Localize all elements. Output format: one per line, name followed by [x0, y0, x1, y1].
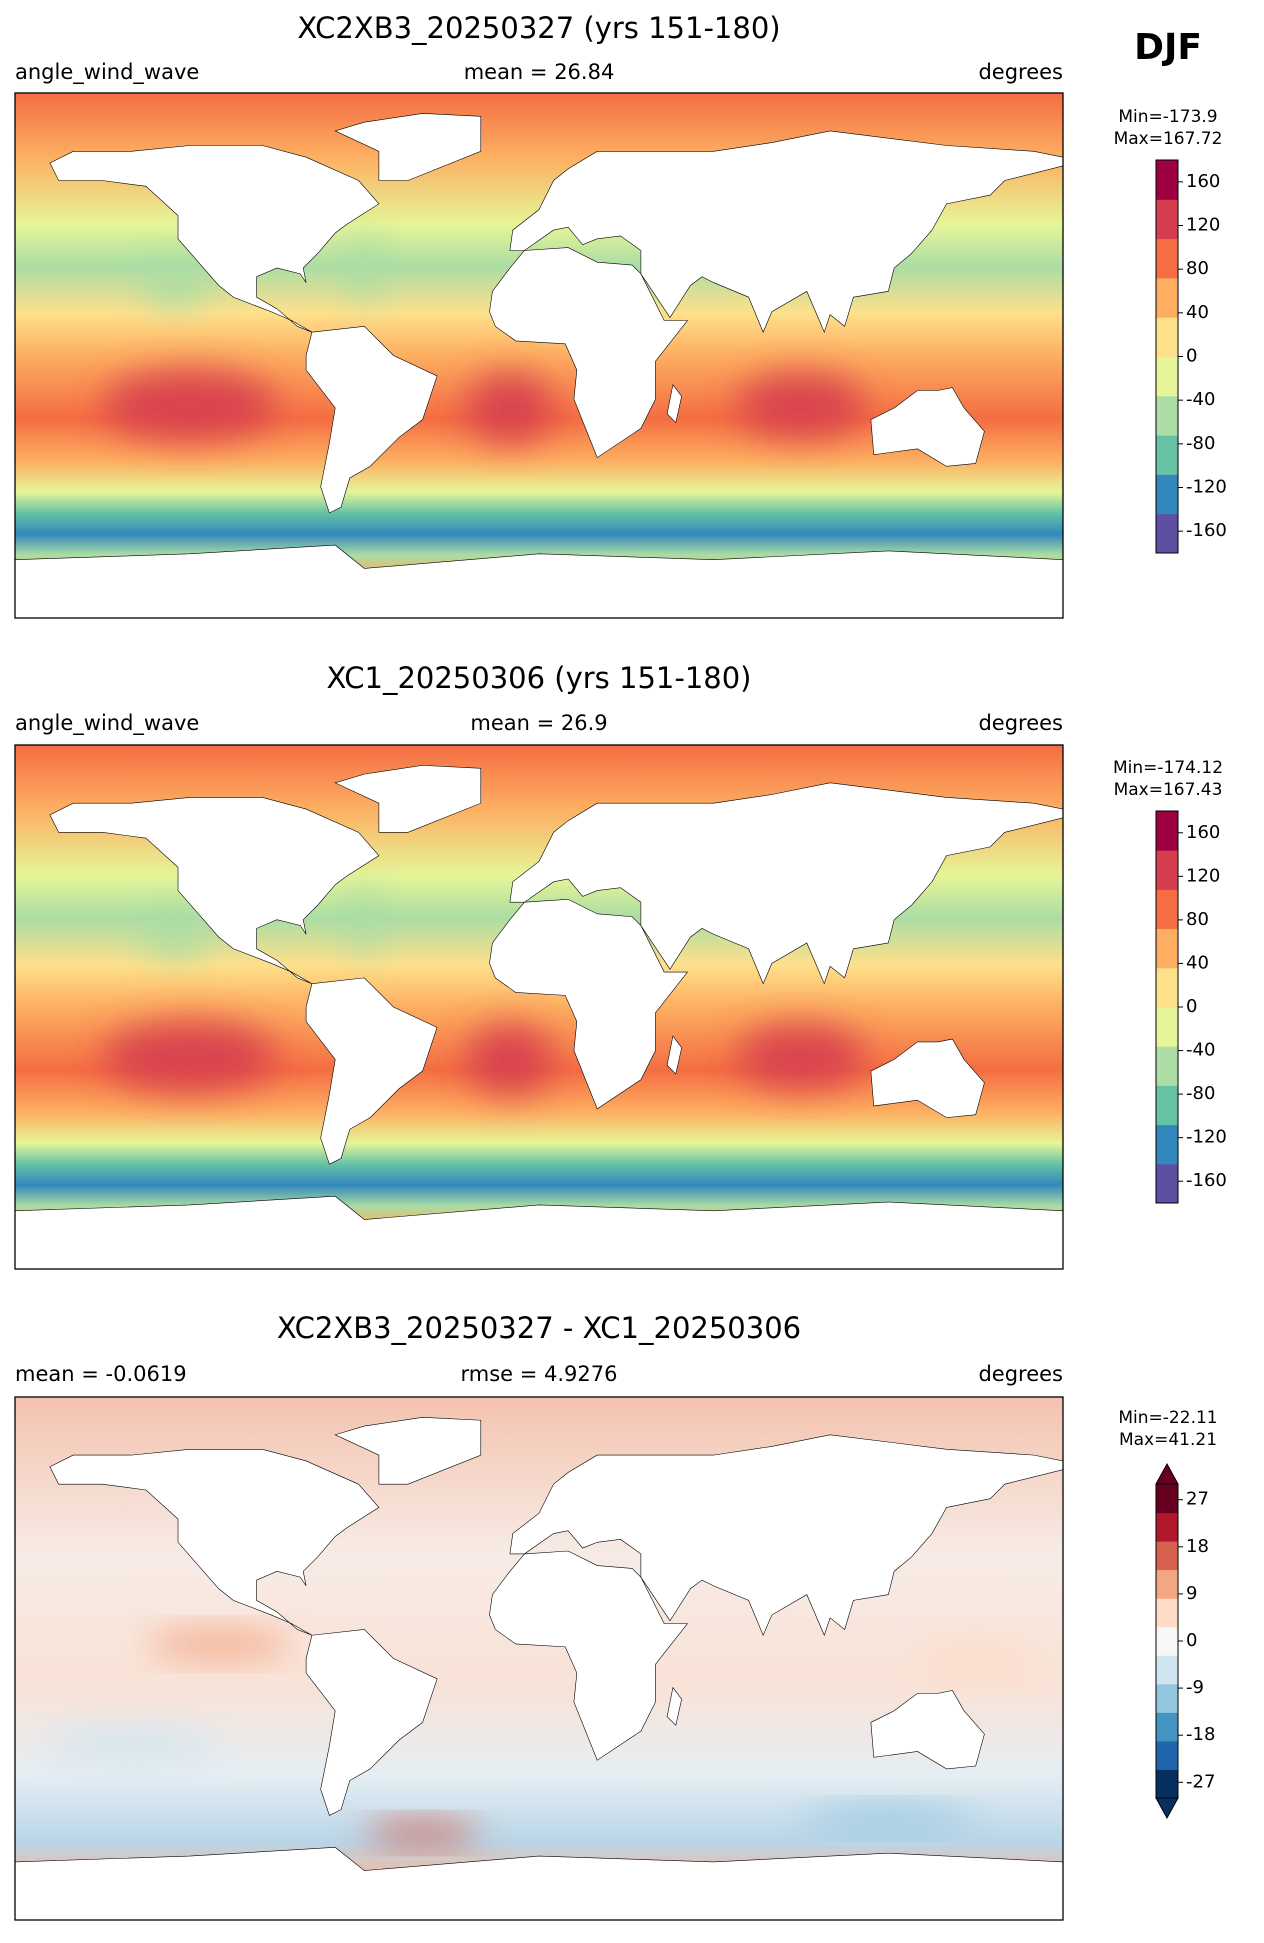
colorbar-tick-label: 9 [1186, 1583, 1197, 1604]
colorbar-tick-label: 160 [1186, 171, 1220, 192]
colorbar-tick-label: -40 [1186, 389, 1215, 410]
colorbar-tick-label: 18 [1186, 1536, 1209, 1557]
colorbar-tick-label: 160 [1186, 822, 1220, 843]
colorbar-segment [1156, 238, 1178, 279]
colorbar-segment [1156, 277, 1178, 318]
map-field [15, 1397, 1063, 1920]
map-frame [14, 744, 1064, 1270]
colorbar-segment [1156, 1085, 1178, 1126]
colorbar-segment [1156, 395, 1178, 436]
colorbar-tick-label: -9 [1186, 1677, 1204, 1698]
colorbar-tick-label: -80 [1186, 1083, 1215, 1104]
colorbar-segment [1156, 160, 1178, 200]
colorbar-segment [1156, 1769, 1178, 1799]
colorbar-tick-label: 80 [1186, 909, 1209, 930]
map-frame [14, 92, 1064, 619]
colorbar-segment [1156, 1740, 1178, 1770]
colorbar-segment [1156, 474, 1178, 515]
field-blob [736, 1024, 866, 1089]
min-max-label: Min=-22.11 [1118, 1408, 1217, 1428]
center-label: mean = 26.84 [464, 60, 615, 84]
map-field [15, 93, 1063, 618]
colorbar-tick-label: -27 [1186, 1771, 1215, 1792]
colorbar-tick-label: 40 [1186, 952, 1209, 973]
season-label: DJF [1134, 27, 1202, 68]
colorbar-segment [1156, 199, 1178, 240]
colorbar-segment [1156, 513, 1178, 554]
field-blob [364, 1821, 481, 1845]
colorbar-extend-top [1155, 1462, 1179, 1485]
colorbar-tick-label: -160 [1186, 1170, 1227, 1191]
colorbar-segment [1156, 1163, 1178, 1204]
colorbar-segment [1156, 1007, 1178, 1047]
map-field [15, 745, 1063, 1269]
field-blob [736, 373, 866, 438]
center-label: mean = 26.9 [470, 711, 607, 735]
field-blob [140, 910, 211, 958]
colorbar-segment [1156, 1512, 1178, 1542]
colorbar-extend-bottom [1155, 1797, 1179, 1820]
field-blob [917, 1641, 1034, 1676]
right-label: degrees [978, 60, 1063, 84]
field-blob [801, 1806, 976, 1830]
colorbar-segment [1156, 356, 1178, 397]
colorbar-tick-label: 40 [1186, 302, 1209, 323]
field-blob [346, 884, 382, 955]
field-blob [44, 1728, 219, 1764]
min-max-label: Min=-174.12 [1113, 758, 1223, 778]
right-label: degrees [978, 1362, 1063, 1386]
panel-title: XC2XB3_20250327 - XC1_20250306 [277, 1311, 801, 1345]
colorbar-tick-label: -120 [1186, 477, 1227, 498]
left-label: mean = -0.0619 [15, 1362, 187, 1386]
panel-title: XC2XB3_20250327 (yrs 151-180) [297, 11, 780, 45]
colorbar-segment [1156, 1484, 1178, 1514]
colorbar-segment [1156, 1655, 1178, 1685]
colorbar-segment [1156, 928, 1178, 969]
colorbar-tick-label: 80 [1186, 258, 1209, 279]
colorbar-tick-label: 120 [1186, 865, 1220, 886]
colorbar-segment [1156, 1598, 1178, 1628]
colorbar-tick-label: 0 [1186, 346, 1197, 367]
colorbar-tick-label: 120 [1186, 215, 1220, 236]
colorbar-segment [1156, 967, 1178, 1008]
colorbar-segment [1156, 435, 1178, 475]
min-max-label: Max=41.21 [1119, 1430, 1217, 1450]
field-blob [346, 233, 382, 303]
colorbar-segment [1156, 811, 1178, 851]
colorbar-segment [1156, 1541, 1178, 1571]
left-label: angle_wind_wave [15, 60, 199, 85]
left-label: angle_wind_wave [15, 711, 199, 736]
colorbar-segment [1156, 1046, 1178, 1086]
colorbar-segment [1156, 317, 1178, 357]
min-max-label: Max=167.72 [1114, 129, 1223, 149]
colorbar-segment [1156, 1626, 1178, 1656]
colorbar-segment [1156, 1569, 1178, 1599]
center-label: rmse = 4.9276 [460, 1362, 617, 1386]
colorbar-segment [1156, 1124, 1178, 1165]
colorbar-segment [1156, 1712, 1178, 1742]
colorbar-tick-label: 27 [1186, 1489, 1209, 1510]
field-blob [466, 373, 554, 443]
colorbar-segment [1156, 889, 1178, 930]
colorbar-tick-label: 0 [1186, 1630, 1197, 1651]
colorbar-tick-label: 0 [1186, 996, 1197, 1017]
colorbar-tick-label: -18 [1186, 1724, 1215, 1745]
field-blob [140, 259, 211, 306]
colorbar-segment [1156, 1683, 1178, 1713]
min-max-label: Max=167.43 [1114, 780, 1223, 800]
field-blob [466, 1024, 554, 1095]
field-blob [102, 1021, 277, 1092]
colorbar-segment [1156, 850, 1178, 890]
field-blob [102, 370, 277, 441]
panel-title: XC1_20250306 (yrs 151-180) [327, 661, 752, 695]
map-frame [14, 1396, 1064, 1921]
colorbar-tick-label: -80 [1186, 433, 1215, 454]
colorbar-tick-label: -120 [1186, 1127, 1227, 1148]
field-blob [146, 1629, 292, 1659]
right-label: degrees [978, 711, 1063, 735]
colorbar-tick-label: -40 [1186, 1040, 1215, 1061]
colorbar-tick-label: -160 [1186, 520, 1227, 541]
min-max-label: Min=-173.9 [1118, 107, 1217, 127]
